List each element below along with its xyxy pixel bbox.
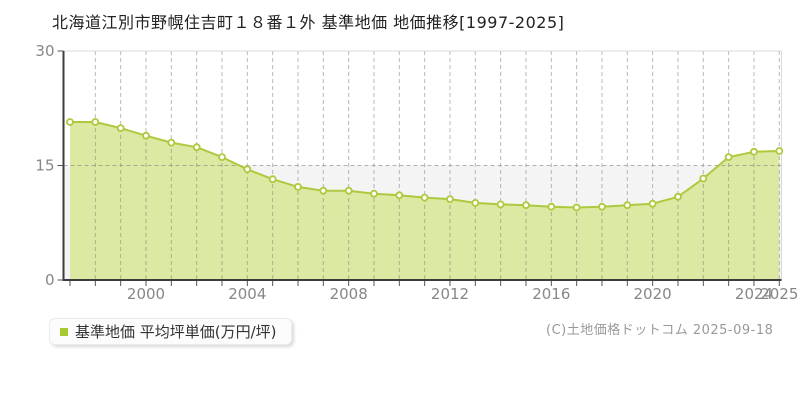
data-point xyxy=(66,118,74,126)
legend: 基準地価 平均坪単価(万円/坪) xyxy=(49,318,292,345)
data-point xyxy=(344,186,353,195)
data-point xyxy=(116,124,125,133)
data-point xyxy=(243,165,252,174)
data-point xyxy=(623,201,632,210)
data-point xyxy=(547,202,556,211)
data-point xyxy=(395,191,404,200)
legend-label: 基準地価 平均坪単価(万円/坪) xyxy=(75,323,277,341)
y-tick-label: 0 xyxy=(45,271,55,289)
x-tick-label: 2020 xyxy=(634,285,672,303)
x-tick-label: 2016 xyxy=(532,285,570,303)
data-point xyxy=(446,195,454,204)
data-point xyxy=(775,147,784,155)
data-point xyxy=(192,143,201,152)
data-point xyxy=(724,153,733,162)
data-point xyxy=(471,198,480,207)
page-title: 北海道江別市野幌住吉町１８番１外 基準地価 地価推移[1997-2025] xyxy=(52,13,565,32)
data-point xyxy=(420,193,429,202)
x-tick-label: 2025 xyxy=(760,285,798,303)
copyright-text: (C)土地価格ドットコム 2025-09-18 xyxy=(546,323,774,338)
x-tick-label: 2000 xyxy=(127,285,165,303)
data-point xyxy=(598,202,606,211)
x-tick-label: 2008 xyxy=(330,285,368,303)
y-tick-label: 30 xyxy=(35,42,54,60)
data-point xyxy=(268,175,277,184)
data-point xyxy=(750,147,758,156)
x-tick-label: 2024 xyxy=(735,285,773,303)
data-point xyxy=(522,201,530,210)
data-point xyxy=(674,192,682,201)
data-point xyxy=(699,174,708,183)
data-point xyxy=(294,182,302,191)
x-tick-label: 2012 xyxy=(431,285,469,303)
data-point xyxy=(319,186,328,195)
data-point xyxy=(218,153,226,162)
data-point xyxy=(496,200,505,209)
data-point xyxy=(648,199,657,208)
y-tick-label: 15 xyxy=(35,157,54,175)
x-tick-label: 2004 xyxy=(228,285,266,303)
data-point xyxy=(370,189,378,198)
legend-swatch-icon xyxy=(60,327,68,336)
data-point xyxy=(142,131,150,140)
data-point xyxy=(167,138,176,147)
data-point xyxy=(91,118,100,126)
data-point xyxy=(572,203,581,212)
